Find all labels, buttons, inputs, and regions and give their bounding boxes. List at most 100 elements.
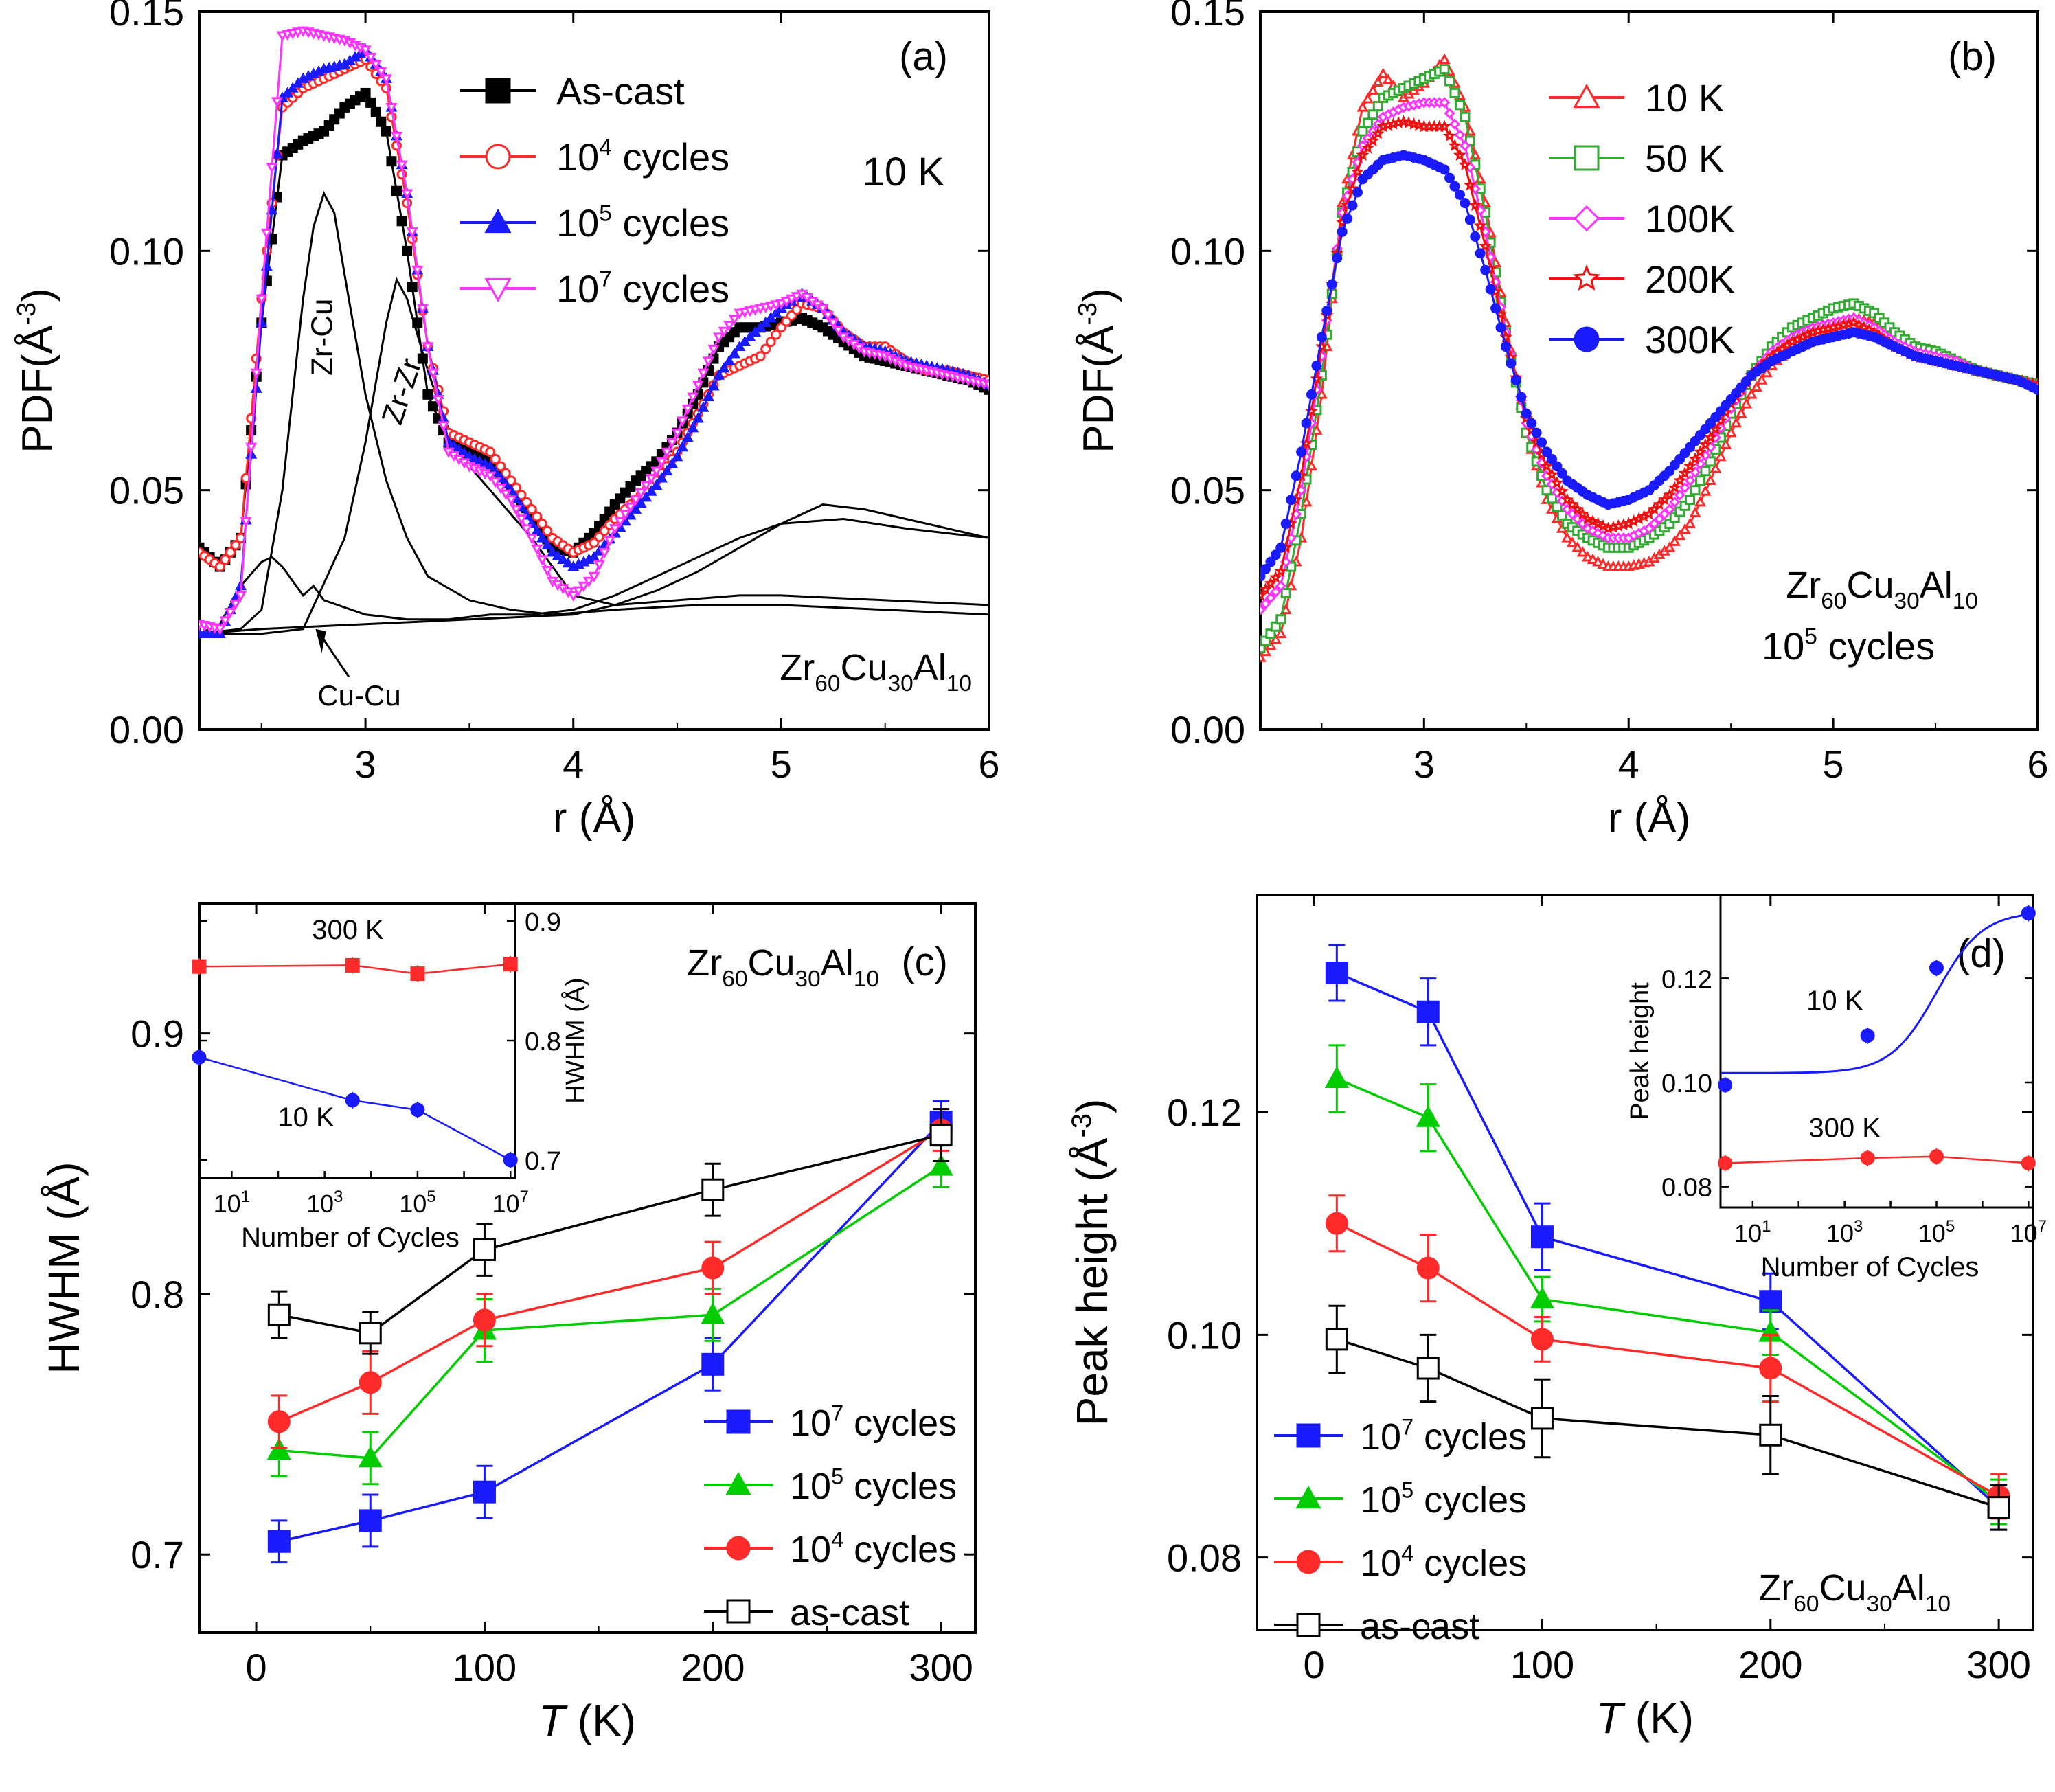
legend-marker (1295, 1485, 1321, 1509)
data-point (645, 485, 657, 496)
inset-x-tick-exp: 1 (241, 1188, 250, 1206)
cycles-label-base: 10 (1762, 624, 1804, 668)
data-point (655, 457, 668, 468)
inset-series-line (1725, 1155, 2029, 1164)
data-point (1416, 1000, 1440, 1023)
data-point (1699, 485, 1712, 496)
data-point (1510, 374, 1521, 385)
legend: 10 K 50 K 100K 200K 300K (1549, 76, 1735, 361)
inset-x-tick-label: 101 (214, 1188, 250, 1218)
inset-data-point (2021, 1156, 2036, 1171)
inset-x-tick-exp: 3 (1854, 1217, 1863, 1236)
legend-label-base: 10 K (1645, 76, 1724, 120)
data-point (593, 560, 606, 571)
data-point (1438, 53, 1451, 64)
x-tick-label: 6 (978, 742, 999, 786)
data-point (1324, 1066, 1349, 1088)
data-point (214, 624, 226, 635)
data-point (734, 340, 746, 351)
x-tick-label: 3 (355, 742, 376, 786)
legend-marker (485, 144, 511, 170)
composition-label-al-sub: 10 (946, 671, 972, 696)
series-c-2 (267, 1108, 953, 1449)
data-point (744, 330, 756, 342)
cu-cu-arrowhead (315, 628, 326, 653)
legend-label-base: as-cast (1360, 1606, 1479, 1647)
data-point (463, 450, 475, 462)
y-tick-label: 0.9 (130, 1012, 184, 1056)
data-point (1720, 438, 1732, 449)
legend-label-base: As-cast (556, 69, 685, 113)
data-point (1444, 172, 1455, 183)
data-point (1260, 589, 1267, 601)
data-point (1664, 503, 1675, 515)
zr-cu-label: Zr-Cu (306, 299, 339, 376)
data-point (1416, 1256, 1440, 1280)
data-point (1587, 553, 1599, 564)
data-point (521, 497, 532, 508)
data-point (1699, 438, 1712, 451)
data-point (1490, 303, 1501, 314)
data-point (416, 304, 429, 315)
data-point (360, 87, 371, 98)
inset-data-point (1929, 1149, 1944, 1164)
data-point (1714, 450, 1727, 462)
component-curve-outer (199, 503, 989, 635)
data-point (526, 504, 537, 515)
inset-data-point (1718, 1156, 1733, 1171)
data-point (1357, 126, 1368, 137)
y-axis-label: Peak height (Å-3) (1067, 1099, 1117, 1427)
x-axis-label: r (Å) (553, 795, 636, 842)
data-point (765, 337, 776, 348)
data-point (1530, 1286, 1554, 1308)
data-point (1576, 507, 1589, 520)
inset-300k-label: 300 K (312, 915, 384, 945)
data-point (1372, 101, 1383, 112)
data-point (1506, 358, 1517, 369)
data-point (214, 561, 225, 572)
data-point (1668, 535, 1681, 546)
data-point (1460, 111, 1471, 122)
data-point (1648, 518, 1660, 530)
data-point (572, 586, 584, 598)
data-point (1326, 279, 1337, 290)
data-point (1526, 418, 1537, 429)
x-tick-label: 100 (1510, 1643, 1574, 1686)
data-point (697, 401, 709, 412)
data-point (1576, 546, 1589, 557)
cu-cu-label: Cu-Cu (317, 679, 400, 712)
data-point (365, 52, 377, 64)
data-point (929, 1153, 953, 1176)
data-point (1351, 165, 1364, 178)
data-point (234, 591, 247, 602)
data-point (1485, 284, 1496, 295)
y-tick-label: 0.00 (1170, 708, 1245, 751)
data-point (1346, 181, 1359, 194)
data-point (510, 505, 523, 516)
composition-label-zr-sub: 60 (815, 671, 840, 696)
data-point (219, 616, 231, 627)
panel-label: (a) (899, 34, 948, 79)
data-point (525, 534, 538, 545)
data-point (1596, 519, 1610, 532)
data-point (495, 483, 507, 495)
data-point (385, 103, 398, 114)
data-point (1673, 473, 1687, 486)
panel-label: (b) (1948, 34, 1997, 79)
legend-label-rest: cycles (1413, 1543, 1527, 1584)
inset-y-tick-label: 0.9 (525, 908, 561, 937)
legend-label: 107 cycles (790, 1400, 957, 1444)
data-point (473, 1238, 496, 1261)
data-point (1438, 97, 1451, 109)
data-point (1705, 456, 1716, 467)
data-point (1454, 189, 1465, 200)
legend-label: 200K (1645, 258, 1735, 301)
cycles-label: 105 cycles (1762, 624, 1935, 668)
legend-label-base: 10 (790, 1403, 831, 1444)
data-point (1679, 523, 1691, 534)
data-point (2032, 384, 2038, 395)
data-point (359, 1509, 382, 1532)
